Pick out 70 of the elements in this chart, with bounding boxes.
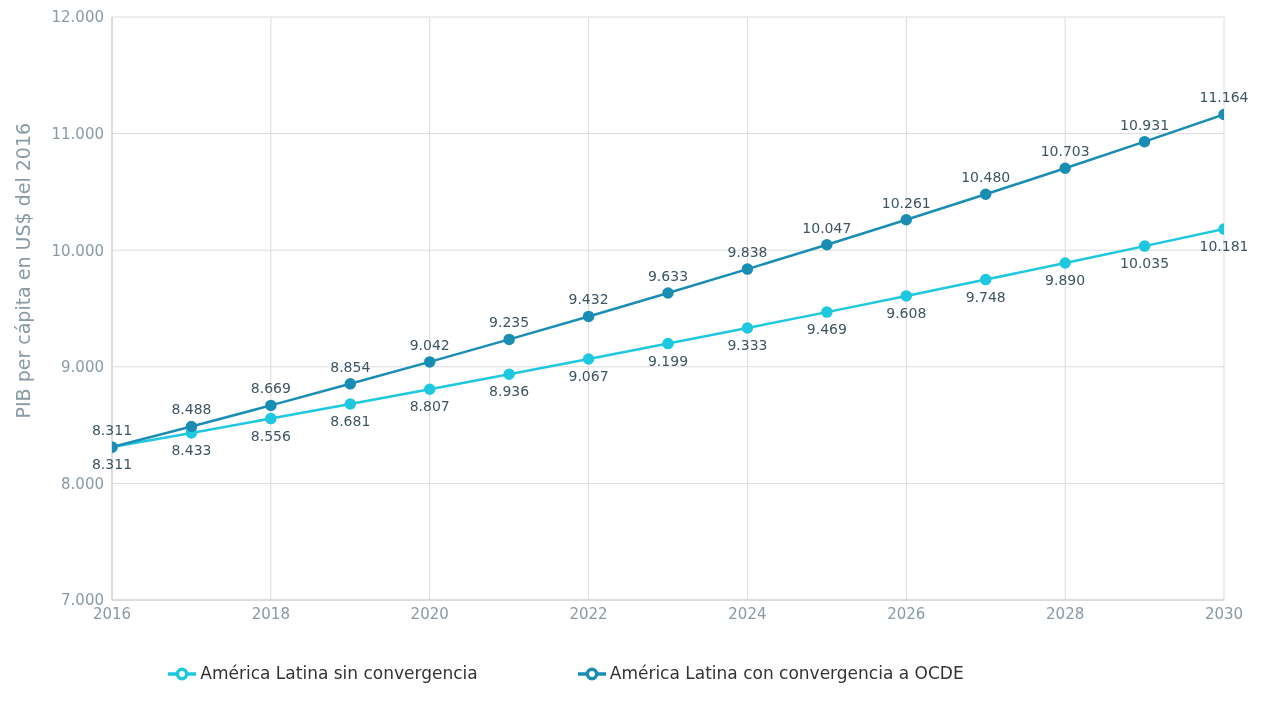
point xyxy=(900,214,913,226)
data-label: 8.669 xyxy=(250,380,291,397)
data-label: 9.042 xyxy=(409,336,450,353)
point xyxy=(741,263,754,275)
data-label: 11.164 xyxy=(1199,89,1249,106)
data-label: 10.035 xyxy=(1120,255,1170,272)
point xyxy=(185,420,198,433)
point xyxy=(503,333,515,346)
y-tick-label: 11.000 xyxy=(51,124,104,143)
y-tick-label: 9.000 xyxy=(61,358,104,377)
x-tick-label: 2022 xyxy=(569,604,608,623)
data-label: 8.311 xyxy=(91,456,133,473)
y-axis-title: PIB per cápita en US$ del 2016 xyxy=(11,122,34,419)
x-tick-label: 2028 xyxy=(1046,604,1085,623)
data-label: 10.261 xyxy=(881,194,931,211)
y-tick-label: 8.000 xyxy=(61,474,104,493)
point xyxy=(1059,257,1071,269)
data-label: 9.067 xyxy=(568,367,609,384)
point xyxy=(900,290,913,302)
data-label: 8.936 xyxy=(489,383,530,400)
legend-label: América Latina con convergencia a OCDE xyxy=(609,663,964,683)
x-tick-label: 2030 xyxy=(1204,604,1244,623)
data-label: 8.681 xyxy=(330,413,371,429)
data-label: 10.480 xyxy=(961,169,1011,186)
point xyxy=(265,399,277,412)
point xyxy=(1138,135,1151,148)
point xyxy=(423,383,436,396)
point xyxy=(979,188,992,200)
data-label: 9.633 xyxy=(647,267,689,284)
legend-label: América Latina sin convergencia xyxy=(200,663,478,683)
point xyxy=(344,378,357,390)
y-tick-label: 12.000 xyxy=(51,8,104,27)
data-label: 9.608 xyxy=(886,304,927,321)
data-label: 10.703 xyxy=(1040,143,1090,160)
point xyxy=(344,398,357,410)
data-label: 8.311 xyxy=(91,422,133,439)
point xyxy=(582,310,595,323)
x-tick-label: 2026 xyxy=(887,604,926,623)
data-label: 9.469 xyxy=(806,321,847,338)
data-label: 8.556 xyxy=(250,427,291,444)
point xyxy=(503,368,515,381)
y-tick-label: 10.000 xyxy=(51,241,104,260)
point xyxy=(582,353,595,365)
point xyxy=(821,238,833,251)
data-label: 8.807 xyxy=(409,398,450,415)
data-label: 10.931 xyxy=(1120,116,1170,133)
point xyxy=(265,412,277,425)
data-label: 9.432 xyxy=(568,291,609,308)
data-label: 10.047 xyxy=(802,219,852,236)
data-label: 10.181 xyxy=(1199,238,1249,255)
point xyxy=(979,273,992,286)
x-tick-label: 2024 xyxy=(728,604,767,623)
data-label: 9.748 xyxy=(965,288,1006,305)
point xyxy=(741,322,754,334)
data-label: 9.199 xyxy=(647,352,689,369)
data-label: 9.838 xyxy=(727,244,768,261)
point xyxy=(662,337,674,350)
data-label: 9.235 xyxy=(489,314,530,331)
data-label: 8.488 xyxy=(171,401,212,418)
point xyxy=(423,356,436,368)
point xyxy=(662,287,674,299)
data-label: 9.890 xyxy=(1045,272,1086,289)
x-tick-label: 2020 xyxy=(410,604,449,623)
point xyxy=(1059,162,1071,174)
data-label: 8.854 xyxy=(330,358,371,375)
point xyxy=(1138,240,1151,252)
data-label: 8.433 xyxy=(171,441,212,458)
point xyxy=(821,306,833,318)
data-label: 9.333 xyxy=(727,336,768,353)
x-tick-label: 2018 xyxy=(251,604,290,623)
